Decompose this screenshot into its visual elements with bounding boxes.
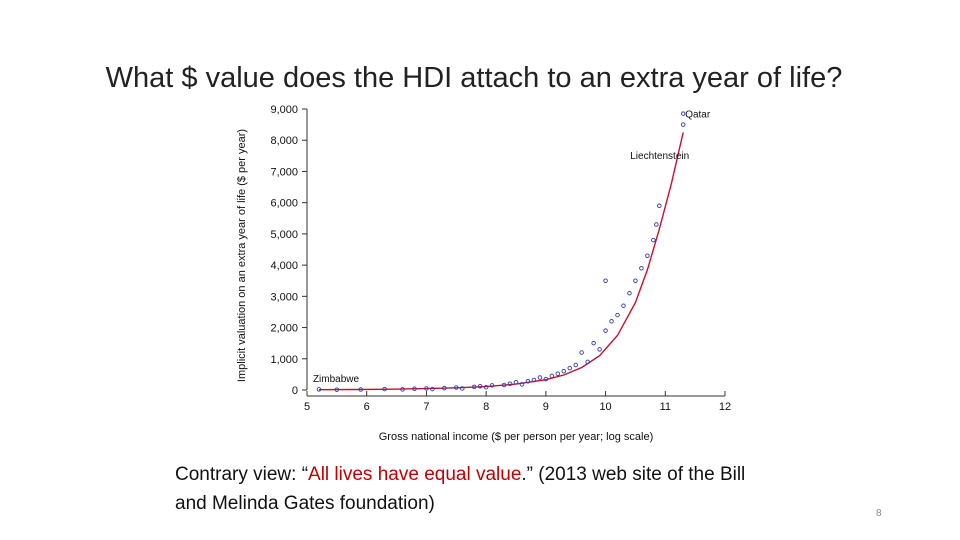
- data-point: [501, 382, 507, 388]
- data-point: [358, 387, 363, 392]
- y-tick-label: 6,000: [270, 198, 298, 210]
- data-point: [471, 384, 477, 390]
- data-point: [543, 376, 549, 382]
- data-point: [585, 359, 590, 365]
- data-point: [477, 384, 483, 389]
- y-tick-label: 5,000: [270, 229, 298, 241]
- quote-prefix: Contrary view: “: [175, 464, 309, 485]
- y-tick-label: 4,000: [270, 260, 298, 272]
- data-point: [537, 375, 543, 380]
- data-point: [489, 383, 495, 388]
- data-point: [579, 350, 584, 355]
- data-point: [657, 203, 662, 209]
- points-layer: [316, 111, 686, 392]
- data-point: [507, 381, 513, 387]
- y-tick-label: 8,000: [270, 135, 298, 147]
- fitted-curve: [318, 132, 684, 391]
- x-axis-label: Gross national income ($ per person per …: [379, 431, 654, 443]
- data-point: [603, 328, 608, 333]
- data-point: [654, 222, 659, 227]
- x-tick-label: 9: [543, 401, 549, 413]
- x-tick-label: 11: [660, 401, 671, 413]
- data-point: [555, 371, 561, 377]
- page-number: 8: [876, 508, 882, 519]
- x-tick-label: 8: [483, 401, 489, 413]
- annotation-label: Qatar: [685, 110, 711, 121]
- annotation-label: Zimbabwe: [313, 374, 360, 385]
- data-point: [615, 312, 620, 318]
- data-point: [424, 386, 429, 391]
- data-point: [483, 384, 489, 390]
- data-point: [513, 379, 519, 385]
- x-tick-label: 10: [599, 401, 611, 413]
- data-point: [567, 365, 572, 371]
- y-tick-label: 9,000: [270, 104, 298, 116]
- data-point: [573, 362, 578, 368]
- data-point: [412, 386, 417, 392]
- data-point: [609, 319, 614, 324]
- quote-highlight: All lives have equal value: [308, 464, 522, 485]
- data-point: [549, 373, 555, 379]
- data-point: [651, 237, 656, 243]
- data-point: [531, 377, 537, 383]
- chart-axes: 0 1,000 2,000 3,000 4,000 5,000 6,000 7,000 8,00…: [270, 104, 731, 443]
- data-point: [633, 278, 638, 283]
- y-axis-label-group: Implicit valuation on an extra year of l…: [236, 129, 248, 382]
- data-point: [680, 122, 686, 127]
- data-point: [603, 278, 608, 283]
- quote-suffix: .” (2013 web site of the Bill and Melind…: [175, 464, 746, 514]
- data-point: [525, 379, 531, 384]
- annotation-layer: Qatar Liechtenstein Zimbabwe: [313, 110, 711, 385]
- scatter-chart: Implicit valuation on an extra year of l…: [236, 104, 731, 443]
- data-point: [382, 386, 387, 392]
- data-point: [430, 386, 435, 392]
- data-point: [561, 369, 567, 374]
- data-point: [460, 386, 465, 391]
- y-tick-label: 7,000: [270, 166, 298, 178]
- data-point: [639, 265, 644, 271]
- data-point: [334, 387, 340, 392]
- curve-layer: [318, 132, 684, 391]
- data-point: [454, 385, 459, 390]
- data-point: [645, 253, 650, 258]
- x-tick-label: 5: [304, 401, 310, 413]
- x-tick-label: 7: [423, 401, 429, 413]
- annotation-label: Liechtenstein: [630, 151, 689, 162]
- data-point: [442, 385, 447, 391]
- data-point: [621, 303, 626, 308]
- x-tick-label: 12: [719, 401, 731, 413]
- x-tick-label: 6: [364, 401, 370, 413]
- y-axis-label: Implicit valuation on an extra year of l…: [236, 129, 248, 382]
- y-tick-label: 2,000: [270, 323, 298, 335]
- data-point: [591, 340, 596, 346]
- quote-text: Contrary view: “All lives have equal val…: [175, 460, 775, 518]
- data-point: [400, 387, 405, 392]
- data-point: [597, 347, 602, 352]
- data-point: [627, 290, 632, 296]
- y-tick-label: 3,000: [270, 291, 298, 303]
- data-point: [316, 387, 322, 392]
- data-point: [519, 382, 525, 387]
- y-tick-label: 0: [292, 385, 298, 397]
- y-tick-label: 1,000: [270, 354, 298, 366]
- data-point: [680, 111, 686, 116]
- slide-title: What $ value does the HDI attach to an e…: [105, 62, 843, 94]
